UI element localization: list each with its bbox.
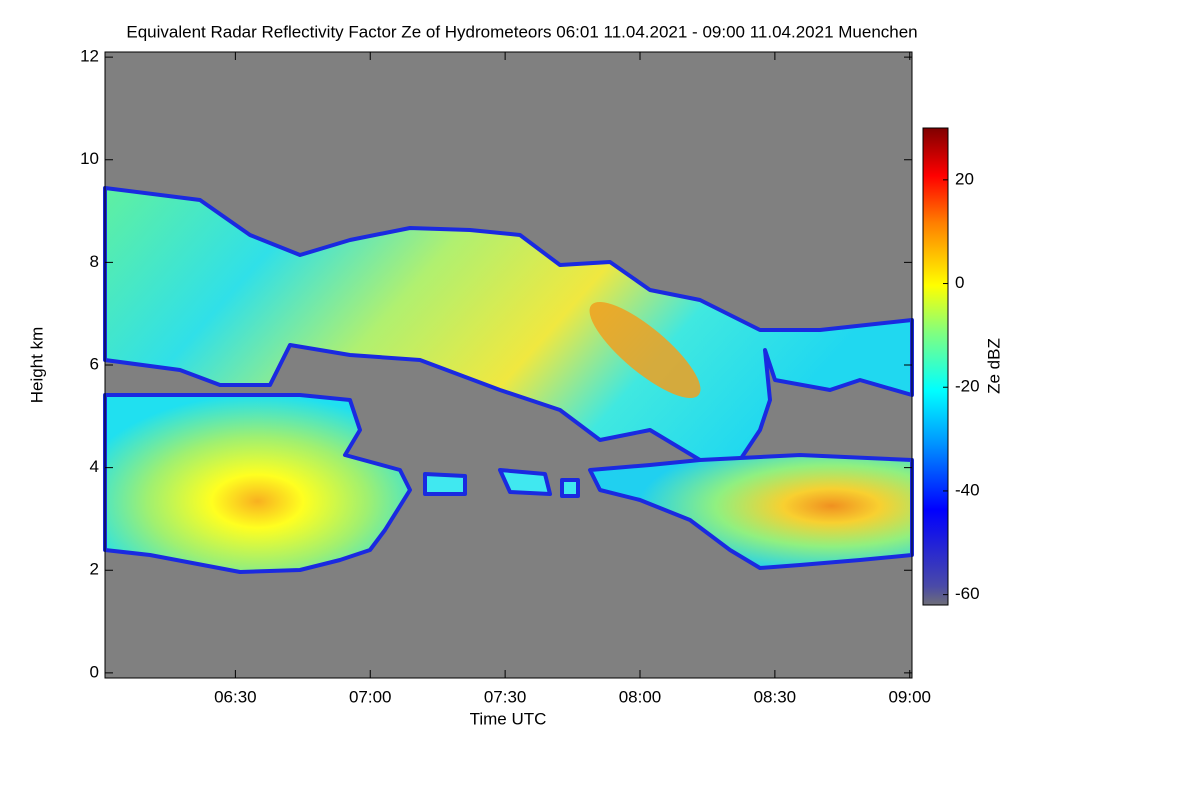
colorbar-label: Ze dBZ	[984, 338, 1003, 394]
y-tick-label: 2	[90, 560, 99, 579]
y-tick-label: 8	[90, 252, 99, 271]
colorbar-tick-label: -60	[955, 584, 980, 603]
y-tick-label: 4	[90, 457, 99, 476]
chart-title: Equivalent Radar Reflectivity Factor Ze …	[126, 22, 917, 41]
x-tick-label: 09:00	[888, 687, 931, 706]
x-tick-label: 08:30	[754, 687, 797, 706]
x-tick-label: 07:30	[484, 687, 527, 706]
colorbar	[922, 127, 949, 606]
y-tick-label: 12	[80, 47, 99, 66]
colorbar-tick-label: 20	[955, 169, 974, 188]
x-axis-label: Time UTC	[470, 709, 547, 728]
y-tick-label: 0	[90, 662, 99, 681]
colorbar-tick-label: -40	[955, 480, 980, 499]
x-tick-label: 07:00	[349, 687, 392, 706]
colorbar-tick-label: 0	[955, 273, 964, 292]
y-axis-label: Height km	[27, 327, 46, 404]
colorbar-tick-label: -20	[955, 377, 980, 396]
reflectivity-field	[103, 186, 914, 574]
y-tick-label: 6	[90, 354, 99, 373]
x-tick-label: 08:00	[619, 687, 662, 706]
y-tick-label: 10	[80, 149, 99, 168]
x-tick-label: 06:30	[214, 687, 257, 706]
